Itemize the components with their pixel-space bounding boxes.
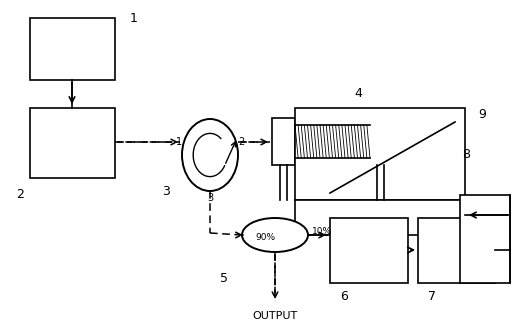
Text: 9: 9: [478, 108, 486, 121]
Ellipse shape: [242, 218, 308, 252]
Text: 10%: 10%: [312, 227, 332, 236]
Text: 1: 1: [176, 137, 182, 147]
Text: 5: 5: [220, 272, 228, 285]
Bar: [295, 108, 465, 200]
Text: 3: 3: [207, 193, 213, 203]
Text: 90%: 90%: [255, 234, 275, 243]
Bar: [370, 118, 393, 165]
Text: 7: 7: [428, 290, 436, 303]
Bar: [330, 218, 408, 283]
Bar: [30, 18, 115, 80]
Text: 2: 2: [16, 188, 24, 201]
Text: 3: 3: [162, 185, 170, 198]
Text: 2: 2: [238, 137, 244, 147]
Text: 8: 8: [462, 149, 470, 162]
Text: 1: 1: [130, 12, 138, 25]
Bar: [418, 218, 495, 283]
Text: 4: 4: [354, 87, 362, 100]
Bar: [30, 108, 115, 178]
Text: 6: 6: [340, 290, 348, 303]
Bar: [460, 195, 510, 283]
Bar: [295, 200, 465, 235]
Text: OUTPUT: OUTPUT: [252, 311, 298, 321]
Bar: [272, 118, 295, 165]
Ellipse shape: [182, 119, 238, 191]
